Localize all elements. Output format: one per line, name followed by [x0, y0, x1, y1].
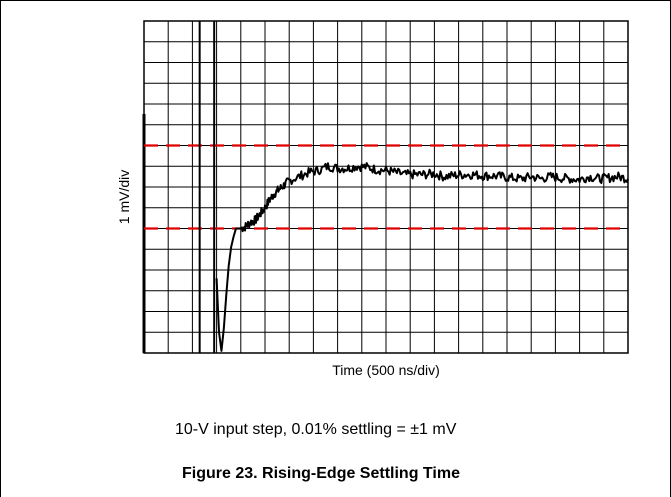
- figure-title: Figure 23. Rising-Edge Settling Time: [182, 465, 460, 482]
- settling-time-chart: 1 mV/div Time (500 ns/div): [116, 20, 629, 378]
- settling-trace: [215, 162, 629, 352]
- trigger-markers: [198, 21, 216, 353]
- x-axis-label: Time (500 ns/div): [332, 362, 440, 378]
- trace-layer: [215, 162, 629, 352]
- reference-lines: [144, 144, 628, 230]
- y-axis-label: 1 mV/div: [116, 170, 132, 224]
- plot-grid: [142, 20, 629, 354]
- figure-note: 10-V input step, 0.01% settling = ±1 mV: [175, 421, 457, 438]
